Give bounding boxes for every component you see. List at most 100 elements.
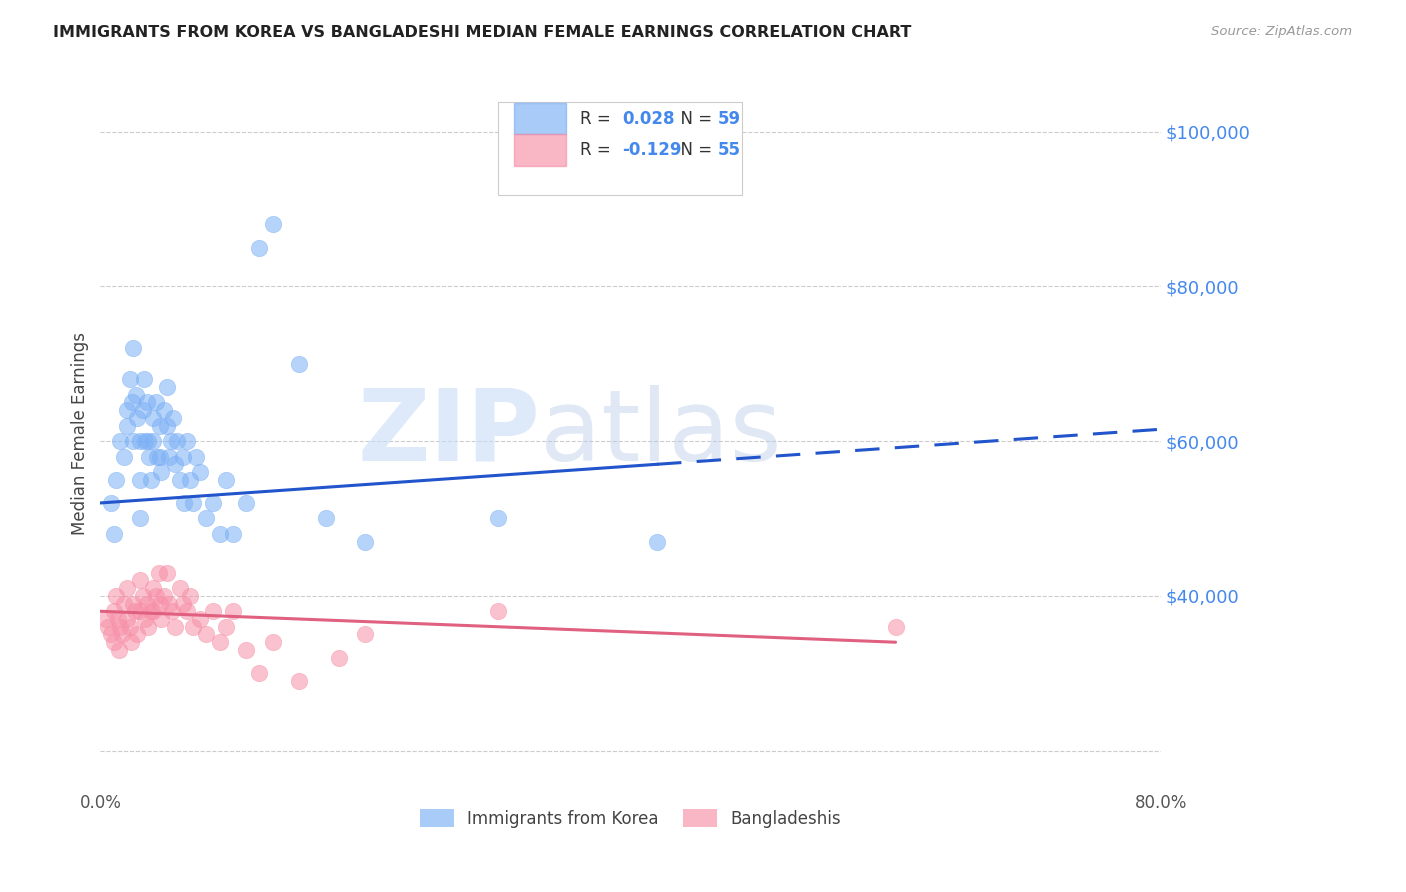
Text: N =: N = — [669, 110, 717, 128]
Point — [166, 434, 188, 448]
Point — [135, 395, 157, 409]
Point — [315, 511, 337, 525]
Point — [127, 627, 149, 641]
Point — [169, 581, 191, 595]
Point — [149, 450, 172, 464]
Point — [156, 566, 179, 580]
Point — [195, 627, 218, 641]
Point — [222, 527, 245, 541]
Point — [173, 496, 195, 510]
Point — [215, 620, 238, 634]
Text: ZIP: ZIP — [357, 384, 540, 482]
Point — [142, 410, 165, 425]
Point — [247, 666, 270, 681]
Point — [118, 372, 141, 386]
Point — [121, 395, 143, 409]
Point — [103, 527, 125, 541]
Point — [105, 589, 128, 603]
Point — [202, 604, 225, 618]
Point — [112, 597, 135, 611]
Point — [262, 635, 284, 649]
Text: 59: 59 — [717, 110, 741, 128]
Point — [208, 527, 231, 541]
Point — [138, 450, 160, 464]
Point — [134, 434, 156, 448]
Point — [150, 612, 173, 626]
Point — [127, 410, 149, 425]
Point — [142, 581, 165, 595]
Point — [129, 574, 152, 588]
Point — [163, 457, 186, 471]
Point — [181, 496, 204, 510]
Point — [202, 496, 225, 510]
Point — [115, 581, 138, 595]
Point — [157, 597, 180, 611]
Point — [235, 643, 257, 657]
Text: R =: R = — [579, 110, 616, 128]
Point — [110, 627, 132, 641]
Point — [145, 395, 167, 409]
Point — [110, 620, 132, 634]
Point — [153, 589, 176, 603]
Point — [195, 511, 218, 525]
Point — [179, 473, 201, 487]
Point — [124, 604, 146, 618]
Point — [97, 620, 120, 634]
Point — [176, 604, 198, 618]
Text: Source: ZipAtlas.com: Source: ZipAtlas.com — [1212, 25, 1353, 38]
FancyBboxPatch shape — [513, 103, 565, 135]
Point — [107, 612, 129, 626]
Point — [157, 450, 180, 464]
Point — [150, 465, 173, 479]
Point — [112, 450, 135, 464]
Point — [122, 434, 145, 448]
Point — [160, 604, 183, 618]
Point — [136, 620, 159, 634]
Text: 0.028: 0.028 — [621, 110, 675, 128]
Point — [208, 635, 231, 649]
Point — [288, 673, 311, 688]
Point — [328, 650, 350, 665]
Point — [288, 357, 311, 371]
Point — [115, 403, 138, 417]
Point — [188, 612, 211, 626]
Point — [159, 434, 181, 448]
Point — [139, 473, 162, 487]
Point — [142, 434, 165, 448]
Point — [122, 597, 145, 611]
Point — [153, 403, 176, 417]
Point — [156, 380, 179, 394]
FancyBboxPatch shape — [498, 103, 742, 194]
Point — [103, 635, 125, 649]
Text: -0.129: -0.129 — [621, 141, 682, 159]
Text: R =: R = — [579, 141, 616, 159]
Y-axis label: Median Female Earnings: Median Female Earnings — [72, 332, 89, 535]
Point — [100, 627, 122, 641]
Point — [354, 627, 377, 641]
Point — [486, 511, 509, 525]
Point — [146, 450, 169, 464]
Point — [163, 620, 186, 634]
FancyBboxPatch shape — [513, 135, 565, 166]
Point — [94, 612, 117, 626]
Point — [142, 604, 165, 618]
Point — [215, 473, 238, 487]
Point — [129, 604, 152, 618]
Point — [120, 635, 142, 649]
Point — [132, 403, 155, 417]
Point — [108, 643, 131, 657]
Text: N =: N = — [669, 141, 717, 159]
Point — [135, 597, 157, 611]
Point — [136, 434, 159, 448]
Point — [486, 604, 509, 618]
Point — [176, 434, 198, 448]
Point — [132, 372, 155, 386]
Point — [247, 241, 270, 255]
Point — [129, 473, 152, 487]
Point — [100, 496, 122, 510]
Point — [222, 604, 245, 618]
Point — [149, 597, 172, 611]
Point — [179, 589, 201, 603]
Point — [134, 612, 156, 626]
Point — [235, 496, 257, 510]
